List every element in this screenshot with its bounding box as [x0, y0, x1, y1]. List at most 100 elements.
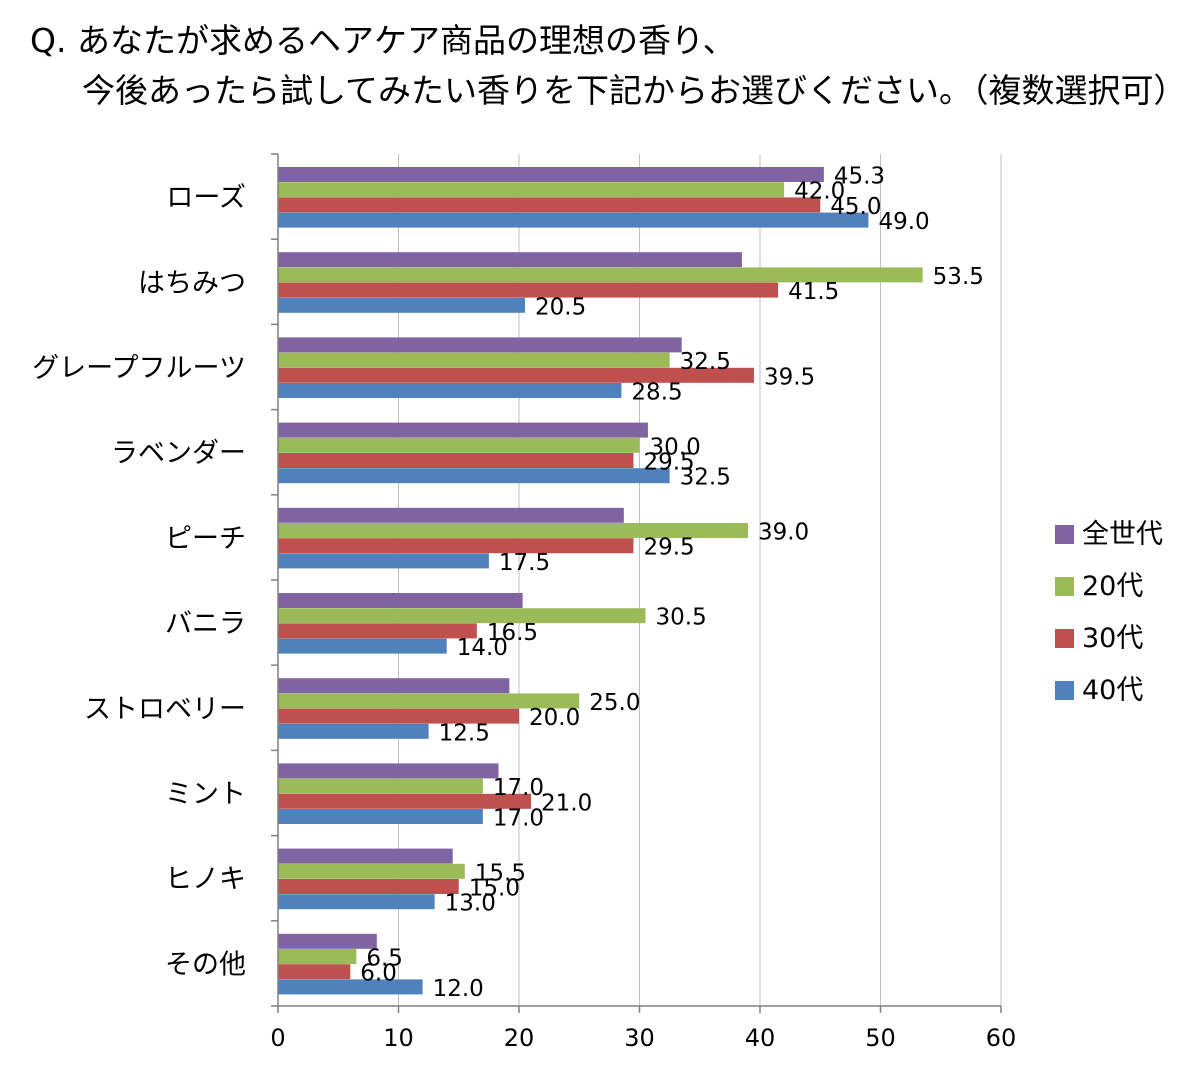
bar-0-3 — [278, 422, 648, 438]
data-label-1-7: 17.0 — [493, 775, 544, 801]
bar-3-3 — [278, 468, 670, 484]
data-label-2-4: 29.5 — [643, 535, 694, 561]
data-label-1-2: 32.5 — [680, 349, 731, 375]
data-label-1-1: 53.5 — [933, 264, 984, 290]
data-label-2-9: 6.0 — [360, 961, 397, 987]
category-label-9: その他 — [165, 949, 246, 980]
data-label-1-9: 6.5 — [366, 946, 403, 972]
data-label-3-6: 12.5 — [439, 720, 490, 746]
data-label-3-2: 28.5 — [631, 380, 682, 406]
data-label-1-4: 39.0 — [758, 520, 809, 546]
bar-2-3 — [278, 453, 634, 468]
data-label-2-3: 29.5 — [643, 450, 694, 476]
data-label-1-8: 15.5 — [475, 860, 526, 886]
data-label-3-5: 14.0 — [457, 635, 508, 661]
bar-2-6 — [278, 708, 519, 724]
bar-2-8 — [278, 879, 459, 894]
bar-2-1 — [278, 282, 779, 298]
legend-label-30s: 30代 — [1082, 622, 1144, 654]
bar-2-5 — [278, 623, 477, 639]
category-label-0: ローズ — [166, 183, 246, 214]
bar-3-2 — [278, 383, 622, 398]
bar-0-2 — [278, 337, 682, 353]
bar-3-1 — [278, 297, 526, 313]
bar-2-9 — [278, 964, 351, 980]
x-tick-label-50: 50 — [865, 1024, 896, 1052]
bar-1-5 — [278, 608, 646, 624]
bar-1-9 — [278, 949, 357, 964]
data-label-1-6: 25.0 — [589, 690, 640, 716]
category-label-7: ミント — [165, 779, 246, 810]
data-label-1-0: 42.0 — [794, 179, 845, 205]
bar-3-5 — [278, 638, 447, 654]
bar-3-6 — [278, 723, 429, 739]
bar-2-0 — [278, 197, 821, 213]
category-label-6: ストロベリー — [84, 694, 246, 725]
legend-item-40s: 40代 — [1055, 661, 1195, 713]
legend-swatch-all — [1055, 524, 1074, 544]
bar-1-1 — [278, 267, 923, 283]
category-label-4: ピーチ — [165, 523, 246, 554]
x-tick-label-60: 60 — [986, 1024, 1017, 1052]
chart-title-line-2: 今後あったら試してみたい香りを下記からお選びください。（複数選択可） — [82, 71, 1187, 110]
legend-label-20s: 20代 — [1082, 570, 1144, 602]
x-tick-label-40: 40 — [745, 1024, 776, 1052]
category-label-5: バニラ — [165, 609, 246, 640]
bar-2-7 — [278, 793, 532, 809]
legend-label-40s: 40代 — [1082, 674, 1144, 706]
bar-2-2 — [278, 367, 754, 383]
legend-swatch-30s — [1055, 628, 1074, 648]
data-label-3-9: 12.0 — [433, 976, 484, 1002]
bar-3-4 — [278, 553, 489, 569]
category-label-8: ヒノキ — [165, 864, 246, 895]
data-label-2-7: 21.0 — [541, 790, 592, 816]
bar-0-1 — [278, 252, 742, 268]
x-tick-label-30: 30 — [624, 1024, 655, 1052]
category-label-3: ラベンダー — [111, 438, 246, 469]
data-label-3-1: 20.5 — [535, 294, 586, 320]
data-label-2-1: 41.5 — [788, 279, 839, 305]
data-label-1-5: 30.5 — [656, 605, 707, 631]
data-label-0-0: 45.3 — [834, 164, 885, 190]
data-label-2-8: 15.0 — [469, 876, 520, 902]
legend-label-all: 全世代 — [1082, 518, 1163, 550]
legend-swatch-40s — [1055, 680, 1074, 700]
bar-0-0 — [278, 167, 824, 182]
bar-0-5 — [278, 593, 523, 608]
bar-1-8 — [278, 863, 465, 879]
bar-0-9 — [278, 933, 377, 949]
bar-0-6 — [278, 678, 510, 694]
bar-1-0 — [278, 182, 785, 198]
bar-0-8 — [278, 848, 453, 864]
x-tick-label-10: 10 — [383, 1024, 414, 1052]
bar-3-8 — [278, 894, 435, 910]
data-label-2-0: 45.0 — [830, 194, 881, 220]
legend-item-20s: 20代 — [1055, 557, 1195, 609]
legend-item-all: 全世代 — [1055, 505, 1195, 557]
chart-title: Q. あなたが求めるヘアケア商品の理想の香り、 今後あったら試してみたい香りを下… — [30, 16, 1195, 116]
data-label-3-0: 49.0 — [878, 209, 929, 235]
legend-swatch-20s — [1055, 576, 1074, 596]
data-label-3-8: 13.0 — [445, 891, 496, 917]
x-tick-label-20: 20 — [504, 1024, 535, 1052]
bar-3-0 — [278, 212, 869, 228]
bar-3-7 — [278, 809, 483, 824]
bar-1-7 — [278, 778, 483, 794]
data-label-3-3: 32.5 — [680, 465, 731, 491]
bar-1-6 — [278, 693, 580, 709]
bar-0-7 — [278, 763, 499, 779]
chart-title-line-1: Q. あなたが求めるヘアケア商品の理想の香り、 — [30, 21, 736, 60]
bar-1-4 — [278, 523, 748, 538]
bar-1-2 — [278, 352, 670, 368]
legend: 全世代 20代 30代 40代 — [1055, 505, 1195, 713]
bar-3-9 — [278, 979, 423, 995]
data-label-2-6: 20.0 — [529, 705, 580, 731]
x-tick-label-0: 0 — [270, 1024, 285, 1052]
bar-2-4 — [278, 538, 634, 554]
data-label-3-7: 17.0 — [493, 806, 544, 832]
bar-1-3 — [278, 437, 640, 453]
data-label-1-3: 30.0 — [650, 434, 701, 460]
data-label-2-2: 39.5 — [764, 364, 815, 390]
legend-item-30s: 30代 — [1055, 609, 1195, 661]
